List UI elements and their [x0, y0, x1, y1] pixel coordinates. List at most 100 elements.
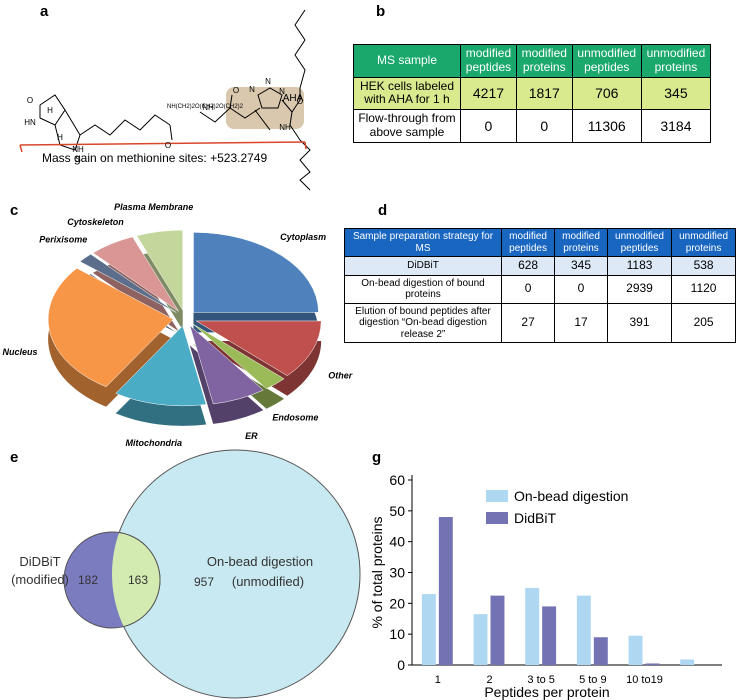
y-tick-label: 20 — [389, 595, 405, 611]
table-cell: On-bead digestion of bound proteins — [344, 274, 502, 304]
table-cell: DiDBiT — [344, 256, 502, 276]
table-cell: 345 — [640, 76, 712, 111]
table-cell: 0 — [515, 109, 573, 143]
table-cell: 4217 — [460, 76, 517, 111]
venn-label: DiDBiT — [19, 554, 60, 569]
table-b: MS sample modified peptides modified prote… — [353, 44, 712, 143]
bar — [525, 587, 540, 665]
atom-label: NH — [279, 123, 291, 132]
bar — [542, 606, 557, 665]
pie-label: Mitochondria — [125, 438, 182, 448]
atom-label: O — [165, 141, 171, 150]
panel-label: b — [376, 3, 385, 20]
venn-count: 957 — [194, 575, 214, 589]
table-cell: 0 — [554, 274, 608, 304]
bar — [645, 663, 660, 665]
bar — [576, 595, 591, 665]
legend-label: DidBiT — [514, 510, 556, 526]
pie-slice — [192, 323, 285, 390]
pie-label: Plasma Membrane — [114, 202, 193, 212]
atom-label: NH — [72, 145, 84, 154]
bar — [628, 635, 643, 665]
panel-label: d — [378, 202, 387, 219]
atom-label: H — [47, 106, 53, 115]
atom-label: O — [27, 96, 33, 105]
venn-label: (unmodified) — [232, 574, 304, 589]
x-axis-label: Peptides per protein — [484, 684, 609, 700]
pie-labels: Cytoplasm Other Endosome ER Mitochondria Nucl… — [3, 202, 353, 448]
atom-label: O — [233, 86, 239, 95]
table-cell: 1183 — [606, 256, 673, 276]
table-cell: 17 — [554, 302, 608, 344]
table-cell: modified proteins — [554, 228, 608, 257]
chemical-structure — [19, 9, 311, 191]
pie-slice — [47, 267, 174, 388]
table-cell: unmodified peptides — [606, 228, 673, 257]
table-cell: 205 — [671, 302, 736, 344]
legend-swatch — [486, 512, 508, 524]
table-cell: modified proteins — [515, 44, 573, 78]
venn-label: On-bead digestion — [207, 554, 313, 569]
venn-label: (modified) — [11, 572, 69, 587]
table-cell: 0 — [500, 274, 556, 304]
pie-label: Nucleus — [3, 347, 38, 357]
table-cell: unmodified proteins — [671, 228, 736, 257]
table-cell: Sample preparation strategy for MS — [344, 228, 502, 257]
table-cell: HEK cells labeled with AHA for 1 h — [353, 76, 461, 111]
x-tick-label: 2 — [486, 674, 492, 686]
table-cell: 1817 — [515, 76, 573, 111]
atom-label: H — [57, 133, 63, 142]
atom-label: N — [265, 77, 271, 86]
bar — [421, 594, 436, 665]
panel-label: c — [10, 202, 18, 219]
table-cell: MS sample — [353, 44, 461, 78]
y-axis-label: % of total proteins — [369, 516, 385, 628]
atom-label: S — [75, 155, 80, 164]
table-cell: 345 — [554, 256, 608, 276]
pie-label: ER — [245, 431, 258, 441]
pie-label: Other — [328, 370, 353, 380]
atom-label: O — [297, 97, 303, 106]
pie-label: Cytoskeleton — [67, 217, 124, 227]
atom-label: HN — [24, 118, 36, 127]
x-tick-label: 10 to19 — [626, 674, 663, 686]
bar — [490, 595, 505, 665]
y-tick-label: 0 — [397, 657, 405, 673]
pie-label: Cytoplasm — [280, 232, 326, 242]
table-row: Sample preparation strategy for MS modifi… — [344, 228, 736, 257]
x-tick-label: 1 — [435, 674, 441, 686]
legend-swatch — [486, 490, 508, 502]
table-cell: 628 — [500, 256, 556, 276]
table-cell: Flow-through from above sample — [353, 109, 461, 143]
venn-overlap — [112, 531, 161, 629]
pie-slice — [79, 253, 177, 313]
atom-label: NH — [202, 103, 214, 112]
table-d: Sample preparation strategy for MS modifi… — [344, 228, 736, 344]
panel-label: g — [372, 449, 381, 466]
x-tick-label: 3 to 5 — [527, 674, 555, 686]
table-cell: modified peptides — [500, 228, 556, 257]
table-cell: 0 — [460, 109, 517, 143]
table-cell: 706 — [571, 76, 642, 111]
y-tick-label: 10 — [389, 626, 405, 642]
y-tick-label: 50 — [389, 503, 405, 519]
atom-label: N — [279, 87, 285, 96]
table-cell: Elution of bound peptides after digestio… — [344, 302, 502, 344]
pie-label: Endosome — [272, 413, 318, 423]
atom-label: N — [249, 85, 255, 94]
bar — [473, 614, 488, 665]
panel-label: a — [40, 3, 49, 20]
table-cell: modified peptides — [460, 44, 517, 78]
table-row: Flow-through from above sample 0 0 11306 318… — [353, 109, 712, 143]
pie-slice — [115, 325, 207, 407]
table-row: MS sample modified peptides modified prote… — [353, 44, 712, 78]
table-row: On-bead digestion of bound proteins 0 0 293… — [344, 274, 736, 304]
table-cell: 538 — [671, 256, 736, 276]
table-cell: 3184 — [640, 109, 712, 143]
y-tick-label: 40 — [389, 534, 405, 550]
atom-label: AHA — [283, 93, 304, 104]
y-tick-label: 60 — [389, 472, 405, 488]
table-cell: 11306 — [571, 109, 642, 143]
venn-count: 182 — [78, 573, 98, 587]
